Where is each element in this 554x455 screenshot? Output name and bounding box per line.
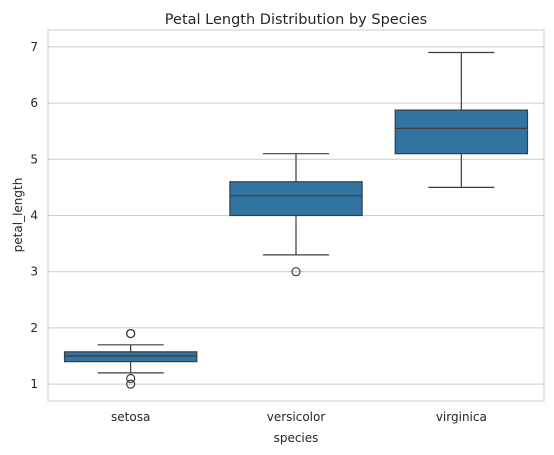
y-tick-label: 1 [30,377,38,391]
boxes [63,51,529,389]
x-axis-label: species [274,431,319,445]
y-tick-label: 6 [30,96,38,110]
y-tick-label: 3 [30,265,38,279]
outlier-point [291,267,301,277]
y-axis-label: petal_length [11,178,25,253]
x-tick-labels: setosa versicolor virginica [111,410,487,424]
outlier-point [126,379,136,389]
y-tick-label: 2 [30,321,38,335]
box-setosa [63,328,198,389]
y-tick-label: 5 [30,152,38,166]
box-virginica [394,51,529,188]
y-tick-labels: 1 2 3 4 5 6 7 [30,40,38,391]
box-iqr [394,109,529,155]
x-tick-label: setosa [111,410,150,424]
x-tick-label: virginica [436,410,487,424]
x-tick-label: versicolor [267,410,326,424]
y-tick-label: 4 [30,209,38,223]
outlier-point [126,373,136,384]
box-iqr [229,181,363,217]
box-versicolor [229,153,363,277]
y-tick-label: 7 [30,40,38,54]
outlier-point [126,328,136,339]
chart-title: Petal Length Distribution by Species [165,12,427,28]
box-iqr [63,351,198,363]
